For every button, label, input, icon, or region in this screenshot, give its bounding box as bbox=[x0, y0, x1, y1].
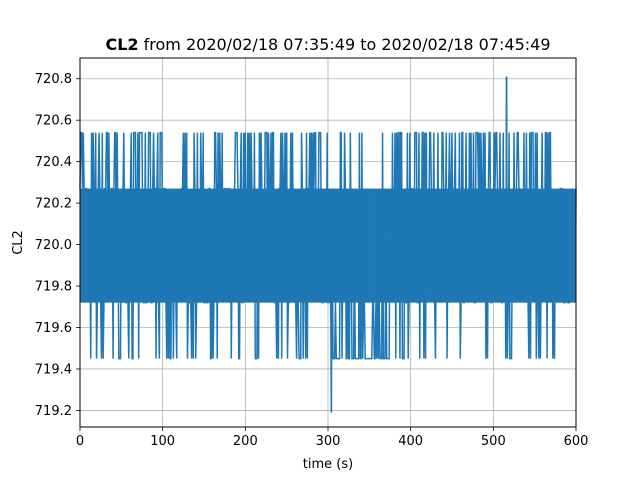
x-tick-label: 300 bbox=[316, 434, 341, 449]
chart-title: CL2 from 2020/02/18 07:35:49 to 2020/02/… bbox=[105, 35, 550, 54]
chart-title-bold: CL2 bbox=[105, 35, 138, 54]
x-axis-label: time (s) bbox=[303, 457, 353, 472]
y-tick-label: 719.6 bbox=[35, 321, 72, 336]
plot-area bbox=[79, 76, 577, 413]
y-axis: 719.2 719.4 719.6 719.8 720.0 720.2 720.4 720.6… bbox=[35, 72, 80, 419]
y-tick-label: 720.4 bbox=[35, 155, 72, 170]
x-tick-label: 400 bbox=[398, 434, 423, 449]
x-tick-label: 600 bbox=[564, 434, 589, 449]
x-tick-label: 100 bbox=[150, 434, 175, 449]
x-axis: 0 100 200 300 400 500 600 bbox=[76, 427, 589, 449]
y-axis-label: CL2 bbox=[11, 230, 26, 255]
y-tick-label: 719.8 bbox=[35, 280, 72, 295]
chart-title-rest: from 2020/02/18 07:35:49 to 2020/02/18 0… bbox=[139, 35, 551, 54]
y-tick-label: 720.0 bbox=[35, 238, 72, 253]
y-tick-label: 719.4 bbox=[35, 362, 72, 377]
x-tick-label: 0 bbox=[76, 434, 84, 449]
y-tick-label: 720.2 bbox=[35, 197, 72, 212]
y-tick-label: 720.8 bbox=[35, 72, 72, 87]
series-line bbox=[79, 76, 577, 413]
y-tick-label: 719.2 bbox=[35, 404, 72, 419]
x-tick-label: 200 bbox=[233, 434, 258, 449]
y-tick-label: 720.6 bbox=[35, 114, 72, 129]
x-tick-label: 500 bbox=[481, 434, 506, 449]
